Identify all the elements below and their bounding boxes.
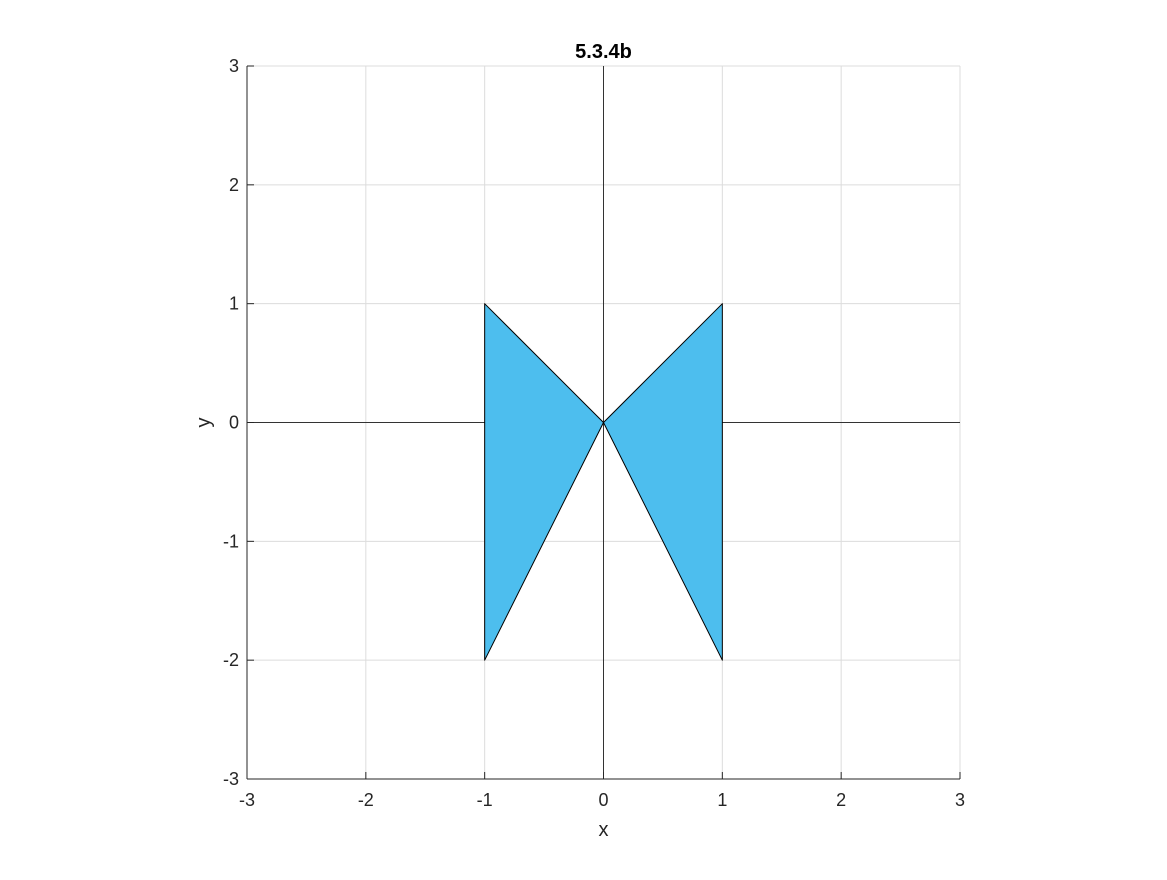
y-tick-label: 2 bbox=[229, 175, 239, 195]
y-tick-label: -1 bbox=[223, 531, 239, 551]
x-tick-label: -1 bbox=[477, 790, 493, 810]
polygons bbox=[484, 303, 723, 661]
y-tick-label: 3 bbox=[229, 56, 239, 76]
x-tick-label: 3 bbox=[955, 790, 965, 810]
y-tick-label: -2 bbox=[223, 650, 239, 670]
x-tick-label: 1 bbox=[717, 790, 727, 810]
tick-labels: -3 -2 -1 0 1 2 3 -3 -2 -1 0 1 2 3 bbox=[223, 56, 965, 810]
y-tick-label: 1 bbox=[229, 294, 239, 314]
x-tick-label: 0 bbox=[598, 790, 608, 810]
y-tick-label: 0 bbox=[229, 413, 239, 433]
axes bbox=[246, 65, 961, 780]
y-axis-label: y bbox=[193, 418, 215, 428]
y-tick-label: -3 bbox=[223, 769, 239, 789]
filled-triangle-1 bbox=[484, 303, 604, 661]
x-tick-label: 2 bbox=[836, 790, 846, 810]
x-tick-label: -2 bbox=[358, 790, 374, 810]
chart-title: 5.3.4b bbox=[575, 41, 632, 63]
filled-triangle-2 bbox=[603, 303, 723, 661]
x-tick-label: -3 bbox=[239, 790, 255, 810]
x-axis-label: x bbox=[599, 819, 609, 841]
